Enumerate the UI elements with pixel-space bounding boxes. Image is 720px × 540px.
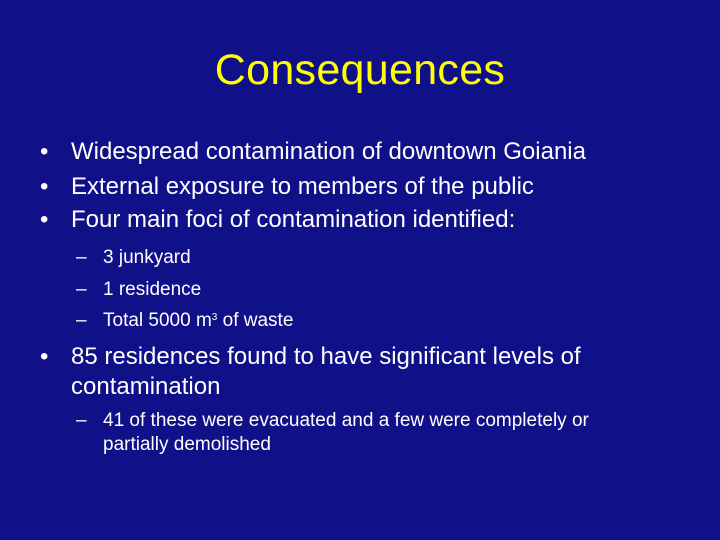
sub-bullet-item: – 1 residence — [76, 278, 636, 302]
bullet-item: • External exposure to members of the pu… — [40, 172, 680, 202]
bullet-text: Widespread contamination of downtown Goi… — [71, 138, 586, 165]
superscript: 3 — [211, 312, 218, 323]
bullet-text: 85 residences found to have significant … — [71, 343, 581, 400]
sub-bullet-marker: – — [76, 310, 87, 331]
bullet-marker: • — [40, 343, 49, 370]
bullet-marker: • — [40, 173, 49, 200]
bullet-item: • 85 residences found to have significan… — [40, 342, 680, 402]
bullet-item: • Four main foci of contamination identi… — [40, 205, 680, 235]
sub-bullet-marker: – — [76, 279, 87, 300]
bullet-item: • Widespread contamination of downtown G… — [40, 137, 680, 167]
sub-bullet-text: 3 junkyard — [103, 247, 191, 268]
sub-bullet-item: – Total 5000 m3 of waste — [76, 309, 636, 333]
sub-bullet-text-main: Total 5000 m — [103, 310, 212, 331]
sub-bullet-marker: – — [76, 410, 87, 431]
bullet-text: External exposure to members of the publ… — [71, 173, 534, 200]
sub-bullet-text: Total 5000 m3 of waste — [103, 309, 636, 333]
sub-bullet-text: 1 residence — [103, 279, 202, 300]
bullet-text: Four main foci of contamination identifi… — [71, 206, 516, 233]
sub-bullet-text: 41 of these were evacuated and a few wer… — [103, 410, 589, 455]
sub-bullet-marker: – — [76, 247, 87, 268]
bullet-marker: • — [40, 138, 49, 165]
sub-bullet-text-tail: of waste — [217, 310, 294, 331]
sub-bullet-item: – 41 of these were evacuated and a few w… — [76, 409, 636, 457]
bullet-marker: • — [40, 206, 49, 233]
slide-title: Consequences — [214, 46, 506, 94]
sub-bullet-item: – 3 junkyard — [76, 246, 636, 270]
